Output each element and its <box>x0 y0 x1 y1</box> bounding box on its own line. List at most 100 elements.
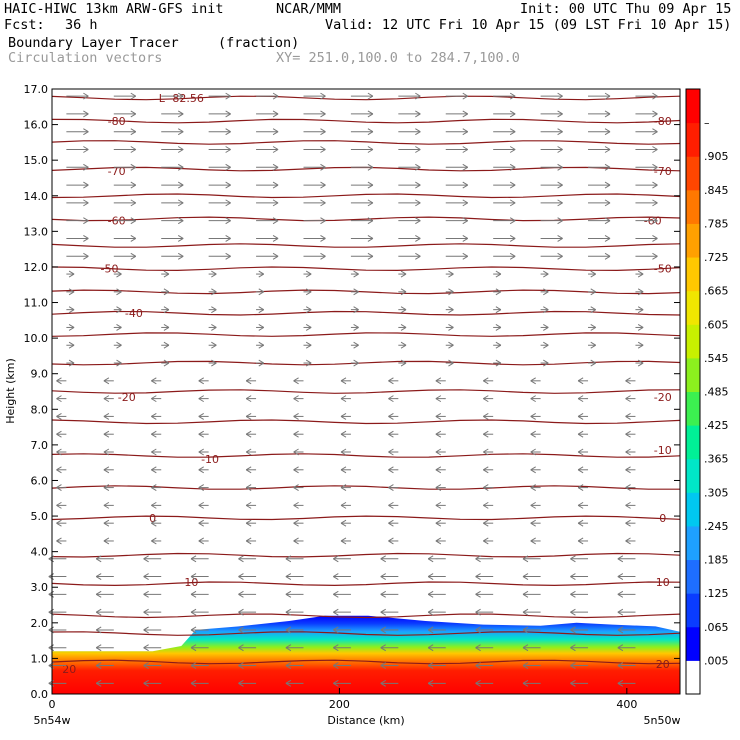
vector-arrow <box>208 359 217 367</box>
vector-arrow <box>95 573 114 580</box>
vector-arrow <box>540 270 549 278</box>
colorbar-swatch <box>686 357 700 392</box>
vector-arrow <box>238 555 257 563</box>
vector-arrow <box>380 679 399 687</box>
vector-arrow <box>617 555 636 563</box>
vector-arrow <box>493 252 516 260</box>
vector-arrow <box>293 377 304 385</box>
vector-arrow <box>350 146 374 153</box>
vector-arrow <box>493 270 502 278</box>
vector-arrow <box>493 217 516 225</box>
colorbar-label: .785 <box>704 217 729 230</box>
vector-arrow <box>398 217 421 225</box>
vector-arrow <box>445 324 454 331</box>
vector-arrow <box>66 288 75 296</box>
vector-arrow <box>103 484 114 492</box>
vector-arrow <box>208 181 231 189</box>
vector-arrow <box>435 537 446 545</box>
vector-arrow <box>617 679 636 687</box>
vector-arrow <box>161 110 184 118</box>
colorbar-label: .185 <box>704 554 729 567</box>
temp-contour-label: -10 <box>654 444 672 457</box>
vectors-label: Circulation vectors <box>8 50 163 66</box>
colorbar-swatch <box>686 89 700 124</box>
temp-contour-label: 10 <box>656 576 670 589</box>
fcst-label: Fcst: <box>4 17 45 33</box>
vector-arrow <box>256 235 279 242</box>
vector-arrow <box>333 555 351 563</box>
vector-arrow <box>198 430 209 438</box>
colorbar-swatch <box>686 290 700 325</box>
vector-arrow <box>398 92 421 100</box>
vector-arrow <box>56 377 67 385</box>
vector-arrow <box>285 590 304 598</box>
vector-arrow <box>303 341 312 349</box>
vector-arrow <box>435 501 446 509</box>
vector-arrow <box>398 288 407 296</box>
vector-arrow <box>285 662 304 669</box>
vector-arrow <box>113 359 122 367</box>
colorbar-label: .365 <box>704 453 729 466</box>
vector-arrow <box>522 590 541 598</box>
vector-arrow <box>427 608 446 616</box>
vector-arrow <box>245 537 257 545</box>
vector-arrow <box>48 644 67 652</box>
vector-arrow <box>570 626 589 634</box>
vector-arrow <box>238 608 257 616</box>
vector-arrow <box>66 306 75 314</box>
colorbar-swatch <box>686 122 700 157</box>
vector-arrow <box>588 217 611 225</box>
vector-arrow <box>530 430 541 438</box>
colorbar-swatch <box>686 559 700 594</box>
vector-arrow <box>577 484 589 492</box>
vector-arrow <box>303 288 312 296</box>
vector-arrow <box>350 324 359 331</box>
temp-contour-line <box>51 95 681 101</box>
vector-arrow <box>530 377 541 385</box>
vector-arrow <box>577 395 589 403</box>
vector-arrow <box>151 484 162 492</box>
vector-arrow <box>151 501 162 509</box>
colorbar-label: .845 <box>704 184 729 197</box>
vector-arrow <box>540 252 563 260</box>
temp-contour-label: -50 <box>654 263 672 276</box>
vector-arrow <box>493 92 516 100</box>
y-tick-label: 15.0 <box>24 154 49 167</box>
colorbar-swatch <box>686 593 700 628</box>
vector-arrow <box>625 412 636 420</box>
temp-contour-line <box>51 216 681 222</box>
vector-arrow <box>113 235 137 242</box>
vector-arrow <box>256 341 265 349</box>
vector-arrow <box>198 519 209 527</box>
vector-arrow <box>66 235 89 242</box>
vector-arrow <box>380 573 399 580</box>
vector-arrow <box>350 199 374 207</box>
vector-arrow <box>380 626 399 634</box>
vector-arrow <box>530 448 541 456</box>
vector-arrow <box>333 679 351 687</box>
vector-arrow <box>333 573 351 580</box>
vector-arrow <box>113 217 137 225</box>
vector-arrow <box>540 128 563 136</box>
vector-arrow <box>198 537 209 545</box>
vector-arrow <box>66 341 75 349</box>
y-tick-label: 1.0 <box>31 652 49 665</box>
vector-arrow <box>208 163 231 171</box>
temp-contour-label: -80 <box>108 115 126 128</box>
vector-arrow <box>285 679 304 687</box>
vector-arrow <box>190 555 209 563</box>
vector-arrow <box>285 573 304 580</box>
vector-arrow <box>245 448 257 456</box>
vector-arrow <box>303 199 326 207</box>
temp-contour-line <box>51 515 681 521</box>
vector-arrow <box>445 92 469 100</box>
vector-arrow <box>445 110 469 118</box>
vector-arrow <box>540 288 549 296</box>
vector-arrow <box>570 679 589 687</box>
colorbar-frame <box>685 88 701 695</box>
vector-arrow <box>303 110 326 118</box>
vector-arrow <box>588 288 596 296</box>
vector-arrow <box>577 377 589 385</box>
vector-arrow <box>483 448 494 456</box>
y-tick-label: 16.0 <box>24 119 49 132</box>
